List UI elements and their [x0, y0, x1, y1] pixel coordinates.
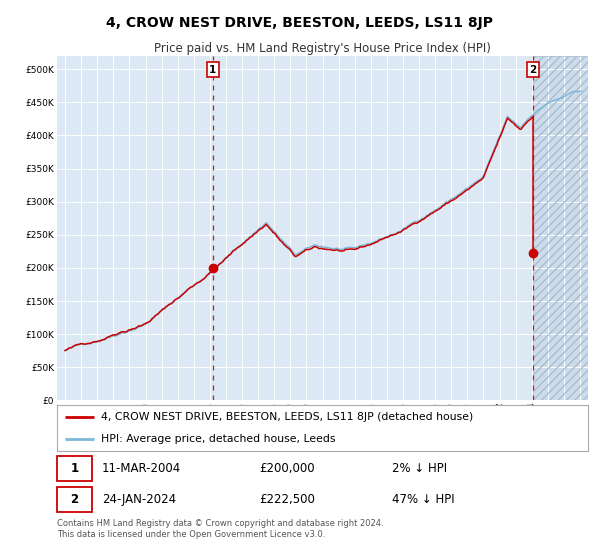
Bar: [533, 56, 596, 400]
FancyBboxPatch shape: [57, 487, 92, 512]
Text: 1: 1: [209, 64, 217, 74]
Text: 2: 2: [529, 64, 536, 74]
FancyBboxPatch shape: [57, 456, 92, 481]
Bar: [533, 56, 596, 400]
Text: 2: 2: [70, 493, 79, 506]
Text: 47% ↓ HPI: 47% ↓ HPI: [392, 493, 454, 506]
Text: 11-MAR-2004: 11-MAR-2004: [102, 462, 181, 475]
Text: 4, CROW NEST DRIVE, BEESTON, LEEDS, LS11 8JP (detached house): 4, CROW NEST DRIVE, BEESTON, LEEDS, LS11…: [101, 412, 473, 422]
Text: HPI: Average price, detached house, Leeds: HPI: Average price, detached house, Leed…: [101, 435, 335, 444]
Text: £222,500: £222,500: [259, 493, 314, 506]
Text: Contains HM Land Registry data © Crown copyright and database right 2024.
This d: Contains HM Land Registry data © Crown c…: [57, 519, 383, 539]
Text: 1: 1: [70, 462, 79, 475]
Text: 2% ↓ HPI: 2% ↓ HPI: [392, 462, 446, 475]
Title: Price paid vs. HM Land Registry's House Price Index (HPI): Price paid vs. HM Land Registry's House …: [154, 42, 491, 55]
Text: 24-JAN-2024: 24-JAN-2024: [102, 493, 176, 506]
Text: £200,000: £200,000: [259, 462, 314, 475]
Text: 4, CROW NEST DRIVE, BEESTON, LEEDS, LS11 8JP: 4, CROW NEST DRIVE, BEESTON, LEEDS, LS11…: [107, 16, 493, 30]
